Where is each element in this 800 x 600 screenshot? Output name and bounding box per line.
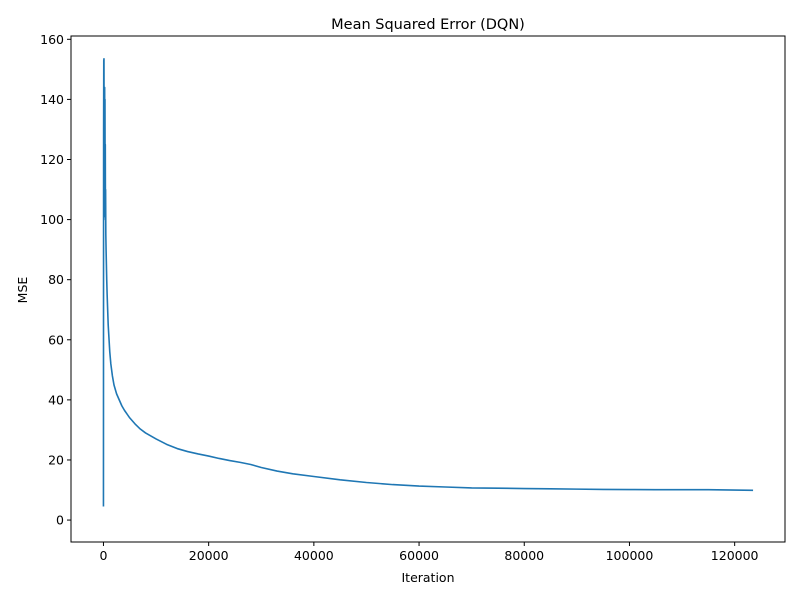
chart-title: Mean Squared Error (DQN) — [331, 17, 525, 33]
series-layer — [102, 58, 754, 507]
x-tick-label: 120000 — [711, 548, 759, 563]
axis-ticks: 0 20000 40000 60000 80000 100000 120000 0 20 40 60… — [40, 32, 758, 563]
y-tick-label: 80 — [48, 272, 64, 287]
plot-frame — [70, 35, 786, 543]
y-axis-label: MSE — [15, 277, 30, 304]
x-tick-label: 0 — [99, 548, 107, 563]
y-tick-label: 140 — [40, 92, 64, 107]
y-tick-label: 40 — [48, 392, 64, 407]
x-tick-label: 80000 — [504, 548, 544, 563]
y-tick-label: 160 — [40, 32, 64, 47]
mse-series-line — [102, 58, 754, 507]
x-axis-label: Iteration — [401, 570, 454, 585]
x-tick-label: 60000 — [399, 548, 439, 563]
y-tick-label: 0 — [56, 513, 64, 528]
y-tick-label: 120 — [40, 152, 64, 167]
x-tick-label: 100000 — [606, 548, 654, 563]
y-tick-label: 60 — [48, 332, 64, 347]
x-tick-label: 40000 — [294, 548, 334, 563]
y-tick-label: 20 — [48, 452, 64, 467]
y-tick-label: 100 — [40, 212, 64, 227]
x-tick-label: 20000 — [189, 548, 229, 563]
